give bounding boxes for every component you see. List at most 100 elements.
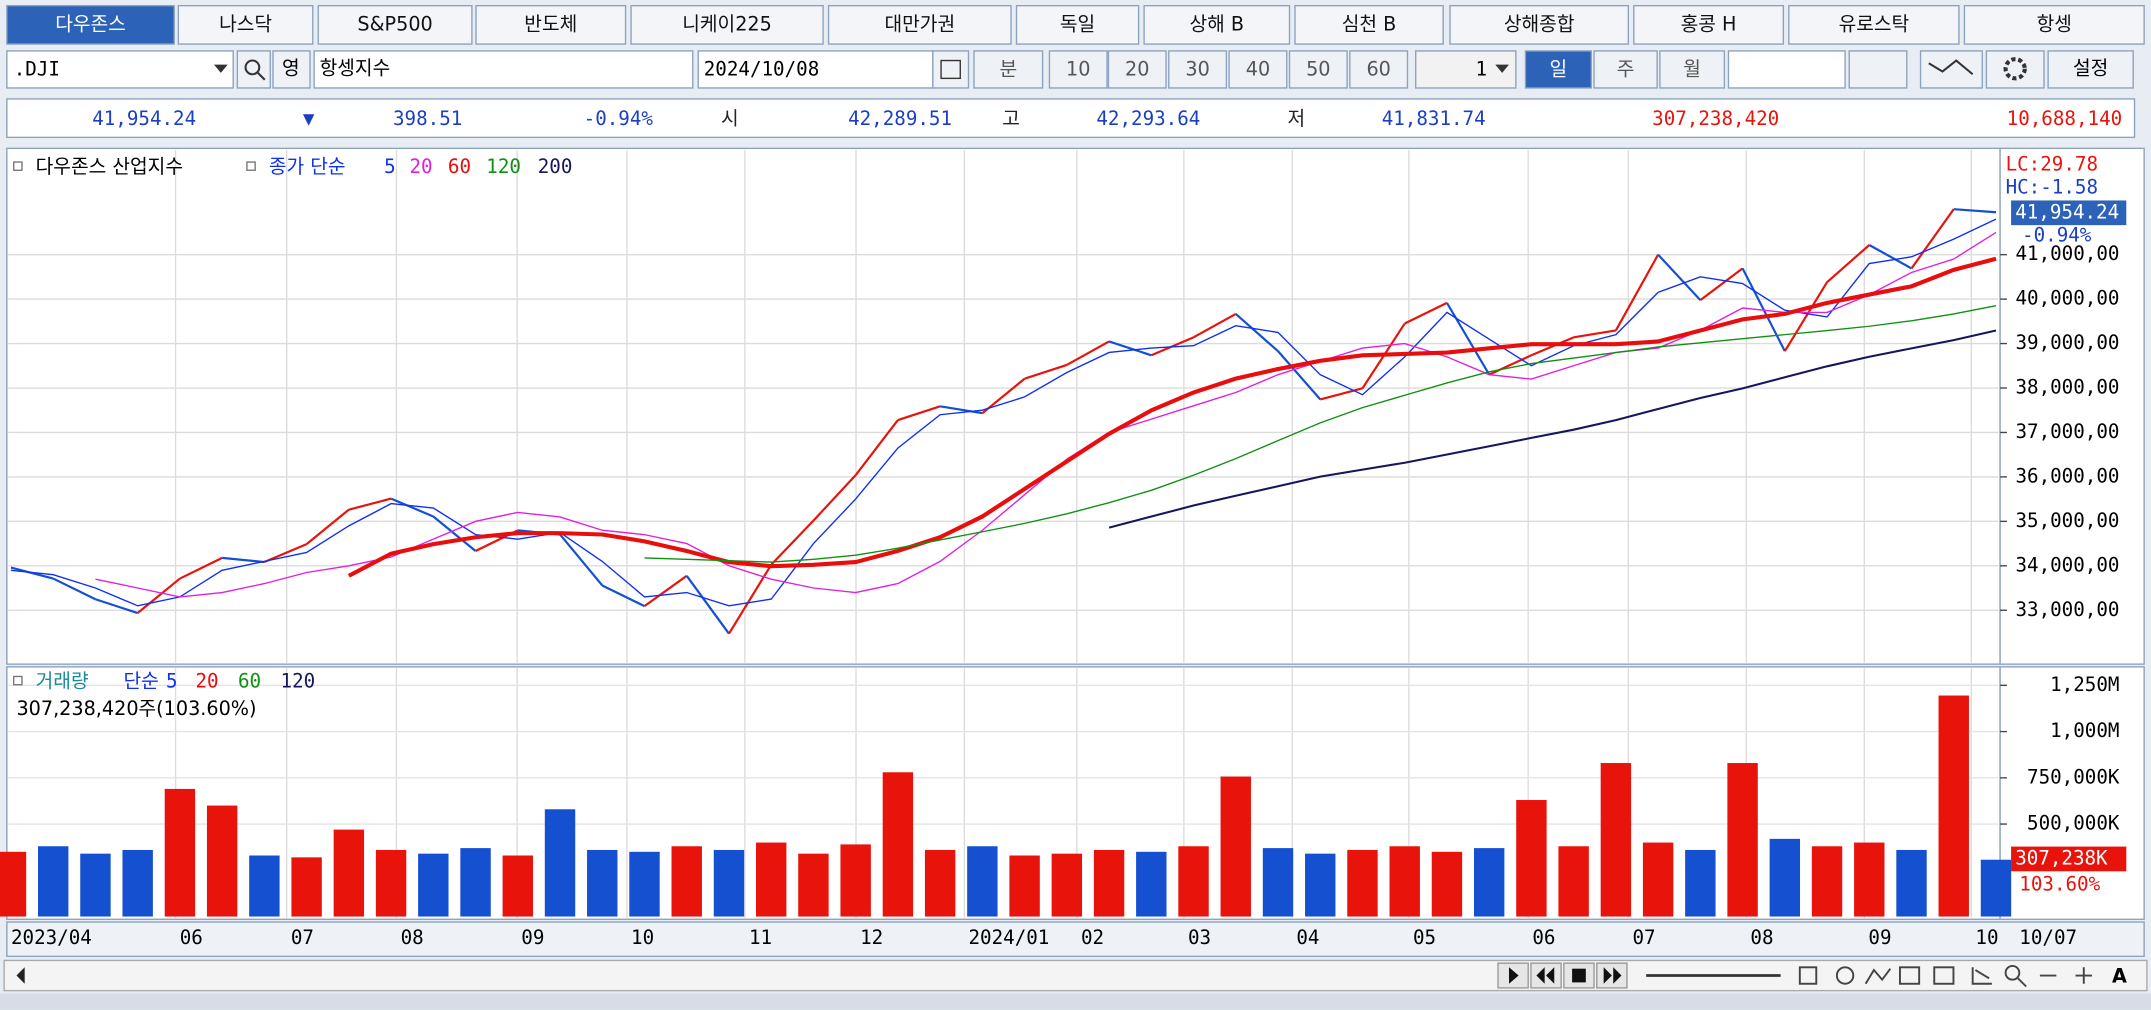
volume-bar: [1642, 842, 1674, 917]
tool-icon[interactable]: [1835, 966, 1855, 985]
search-icon-handle: [257, 72, 266, 81]
y-tick-label: 40,000,00: [2015, 287, 2119, 310]
play-button[interactable]: [1497, 962, 1529, 989]
y-tick-label: 33,000,00: [2015, 598, 2119, 621]
price-segment: [1235, 313, 1279, 352]
volume-bar: [1305, 853, 1336, 917]
y-tick-label: 1,000M: [2050, 719, 2119, 742]
tab-label: 홍콩 H: [1681, 12, 1737, 35]
search-button[interactable]: [236, 50, 271, 89]
blank-field[interactable]: [1727, 50, 1846, 89]
toolbar-button[interactable]: [1593, 50, 1658, 89]
toolbar-button[interactable]: [1659, 50, 1726, 89]
volume-bar: [1431, 851, 1463, 917]
price-segment: [812, 474, 857, 522]
tab[interactable]: [1143, 4, 1291, 45]
quote-high: 42,293.64: [1096, 107, 1200, 130]
x-tick-label: 03: [1188, 926, 1211, 949]
ma-line: [1108, 329, 1997, 529]
price-segment: [222, 556, 265, 564]
price-segment: [1193, 312, 1237, 339]
price-segment: [263, 543, 308, 564]
toolbar-button[interactable]: [1107, 50, 1167, 89]
x-tick-label: 06: [1532, 926, 1555, 949]
price-segment: [1108, 340, 1152, 357]
toolbar-button[interactable]: [1228, 50, 1288, 89]
price-segment: [305, 508, 350, 545]
y-tick-label: 36,000,00: [2015, 464, 2119, 487]
toolbar-button[interactable]: [1524, 50, 1592, 89]
tool-icon[interactable]: [1898, 966, 1921, 985]
tab[interactable]: [6, 4, 175, 45]
side-label: 307,238K: [2015, 846, 2108, 869]
quote-bar: [6, 98, 2136, 139]
toolbar-button-label: 40: [1246, 58, 1270, 81]
quote-change: 398.51: [393, 107, 462, 130]
tab[interactable]: [1294, 4, 1444, 45]
tool-icon[interactable]: [1864, 968, 1892, 985]
volume-bar: [418, 853, 449, 917]
count-field[interactable]: [1415, 50, 1517, 89]
tool-icon[interactable]: [1933, 966, 1955, 985]
price-segment: [897, 405, 941, 422]
tab[interactable]: [317, 4, 473, 45]
price-segment: [685, 575, 730, 635]
x-tick-label: 02: [1081, 926, 1104, 949]
tab[interactable]: [1449, 4, 1630, 45]
tool-button[interactable]: [1919, 50, 1983, 89]
x-tick-label: 10: [631, 926, 654, 949]
lang-text: 영: [282, 56, 300, 79]
settings-button[interactable]: [2047, 50, 2134, 89]
volume-bar: [1600, 763, 1632, 917]
gear-button[interactable]: [1985, 50, 2045, 89]
zoom-icons[interactable]: [2017, 967, 2093, 988]
toolbar-button[interactable]: [1048, 50, 1108, 89]
dropdown-icon[interactable]: [214, 64, 228, 73]
tab-label: 심천 B: [1342, 12, 1397, 35]
tab[interactable]: [1015, 4, 1140, 45]
tab[interactable]: [630, 4, 824, 45]
tool-icon[interactable]: [1798, 966, 1818, 985]
tab[interactable]: [1633, 4, 1785, 45]
symbol-input[interactable]: [6, 50, 234, 89]
tool-button[interactable]: [1848, 50, 1908, 89]
date-field[interactable]: [697, 50, 934, 89]
volume-bar: [1178, 846, 1209, 917]
y-tick-label: 1,250M: [2050, 673, 2119, 696]
price-segment: [1868, 244, 1913, 270]
toolbar-button[interactable]: [1349, 50, 1409, 89]
dynamic-layer: 다우존스 나스닥 S&P500 반도체 니케이225 대만가권 독일 상해 B 심천 B 상해종합…: [0, 4, 2145, 949]
count-dropdown[interactable]: [1495, 64, 1509, 73]
last-price-box: [2011, 200, 2127, 226]
tab[interactable]: [177, 4, 314, 45]
side-label: -0.94%: [2022, 224, 2092, 247]
volume-bar: [967, 846, 998, 917]
volume-bar: [1727, 763, 1758, 917]
x-tick-label: 07: [291, 926, 314, 949]
tool-icon[interactable]: [1971, 967, 1992, 985]
volume-title: 거래량: [36, 669, 89, 692]
volume-bar: [1136, 851, 1167, 917]
tab[interactable]: [1963, 4, 2145, 45]
y-tick-label: 34,000,00: [2015, 553, 2119, 576]
scroll-left[interactable]: [16, 967, 25, 984]
tab[interactable]: [475, 4, 627, 45]
price-segment: [854, 419, 899, 476]
x-tick-label: 11: [749, 926, 772, 949]
lang-button[interactable]: [272, 50, 311, 89]
ma-label: 단순: [123, 669, 158, 692]
x-tick-label: 09: [521, 926, 544, 949]
side-label: LC:29.78: [2006, 152, 2098, 175]
tab[interactable]: [1788, 4, 1960, 45]
tab[interactable]: [827, 4, 1012, 45]
volume-bar: [1389, 846, 1420, 917]
scrollbar[interactable]: [3, 959, 2148, 992]
font-button[interactable]: A: [2112, 964, 2127, 987]
toolbar-button[interactable]: [1288, 50, 1348, 89]
volume-bar: [1558, 846, 1589, 917]
calendar-button[interactable]: [932, 50, 970, 89]
toolbar-button[interactable]: [973, 50, 1044, 89]
toolbar-button[interactable]: [1168, 50, 1228, 89]
zoom-icon[interactable]: [2004, 964, 2021, 981]
search-icon: [244, 59, 261, 76]
